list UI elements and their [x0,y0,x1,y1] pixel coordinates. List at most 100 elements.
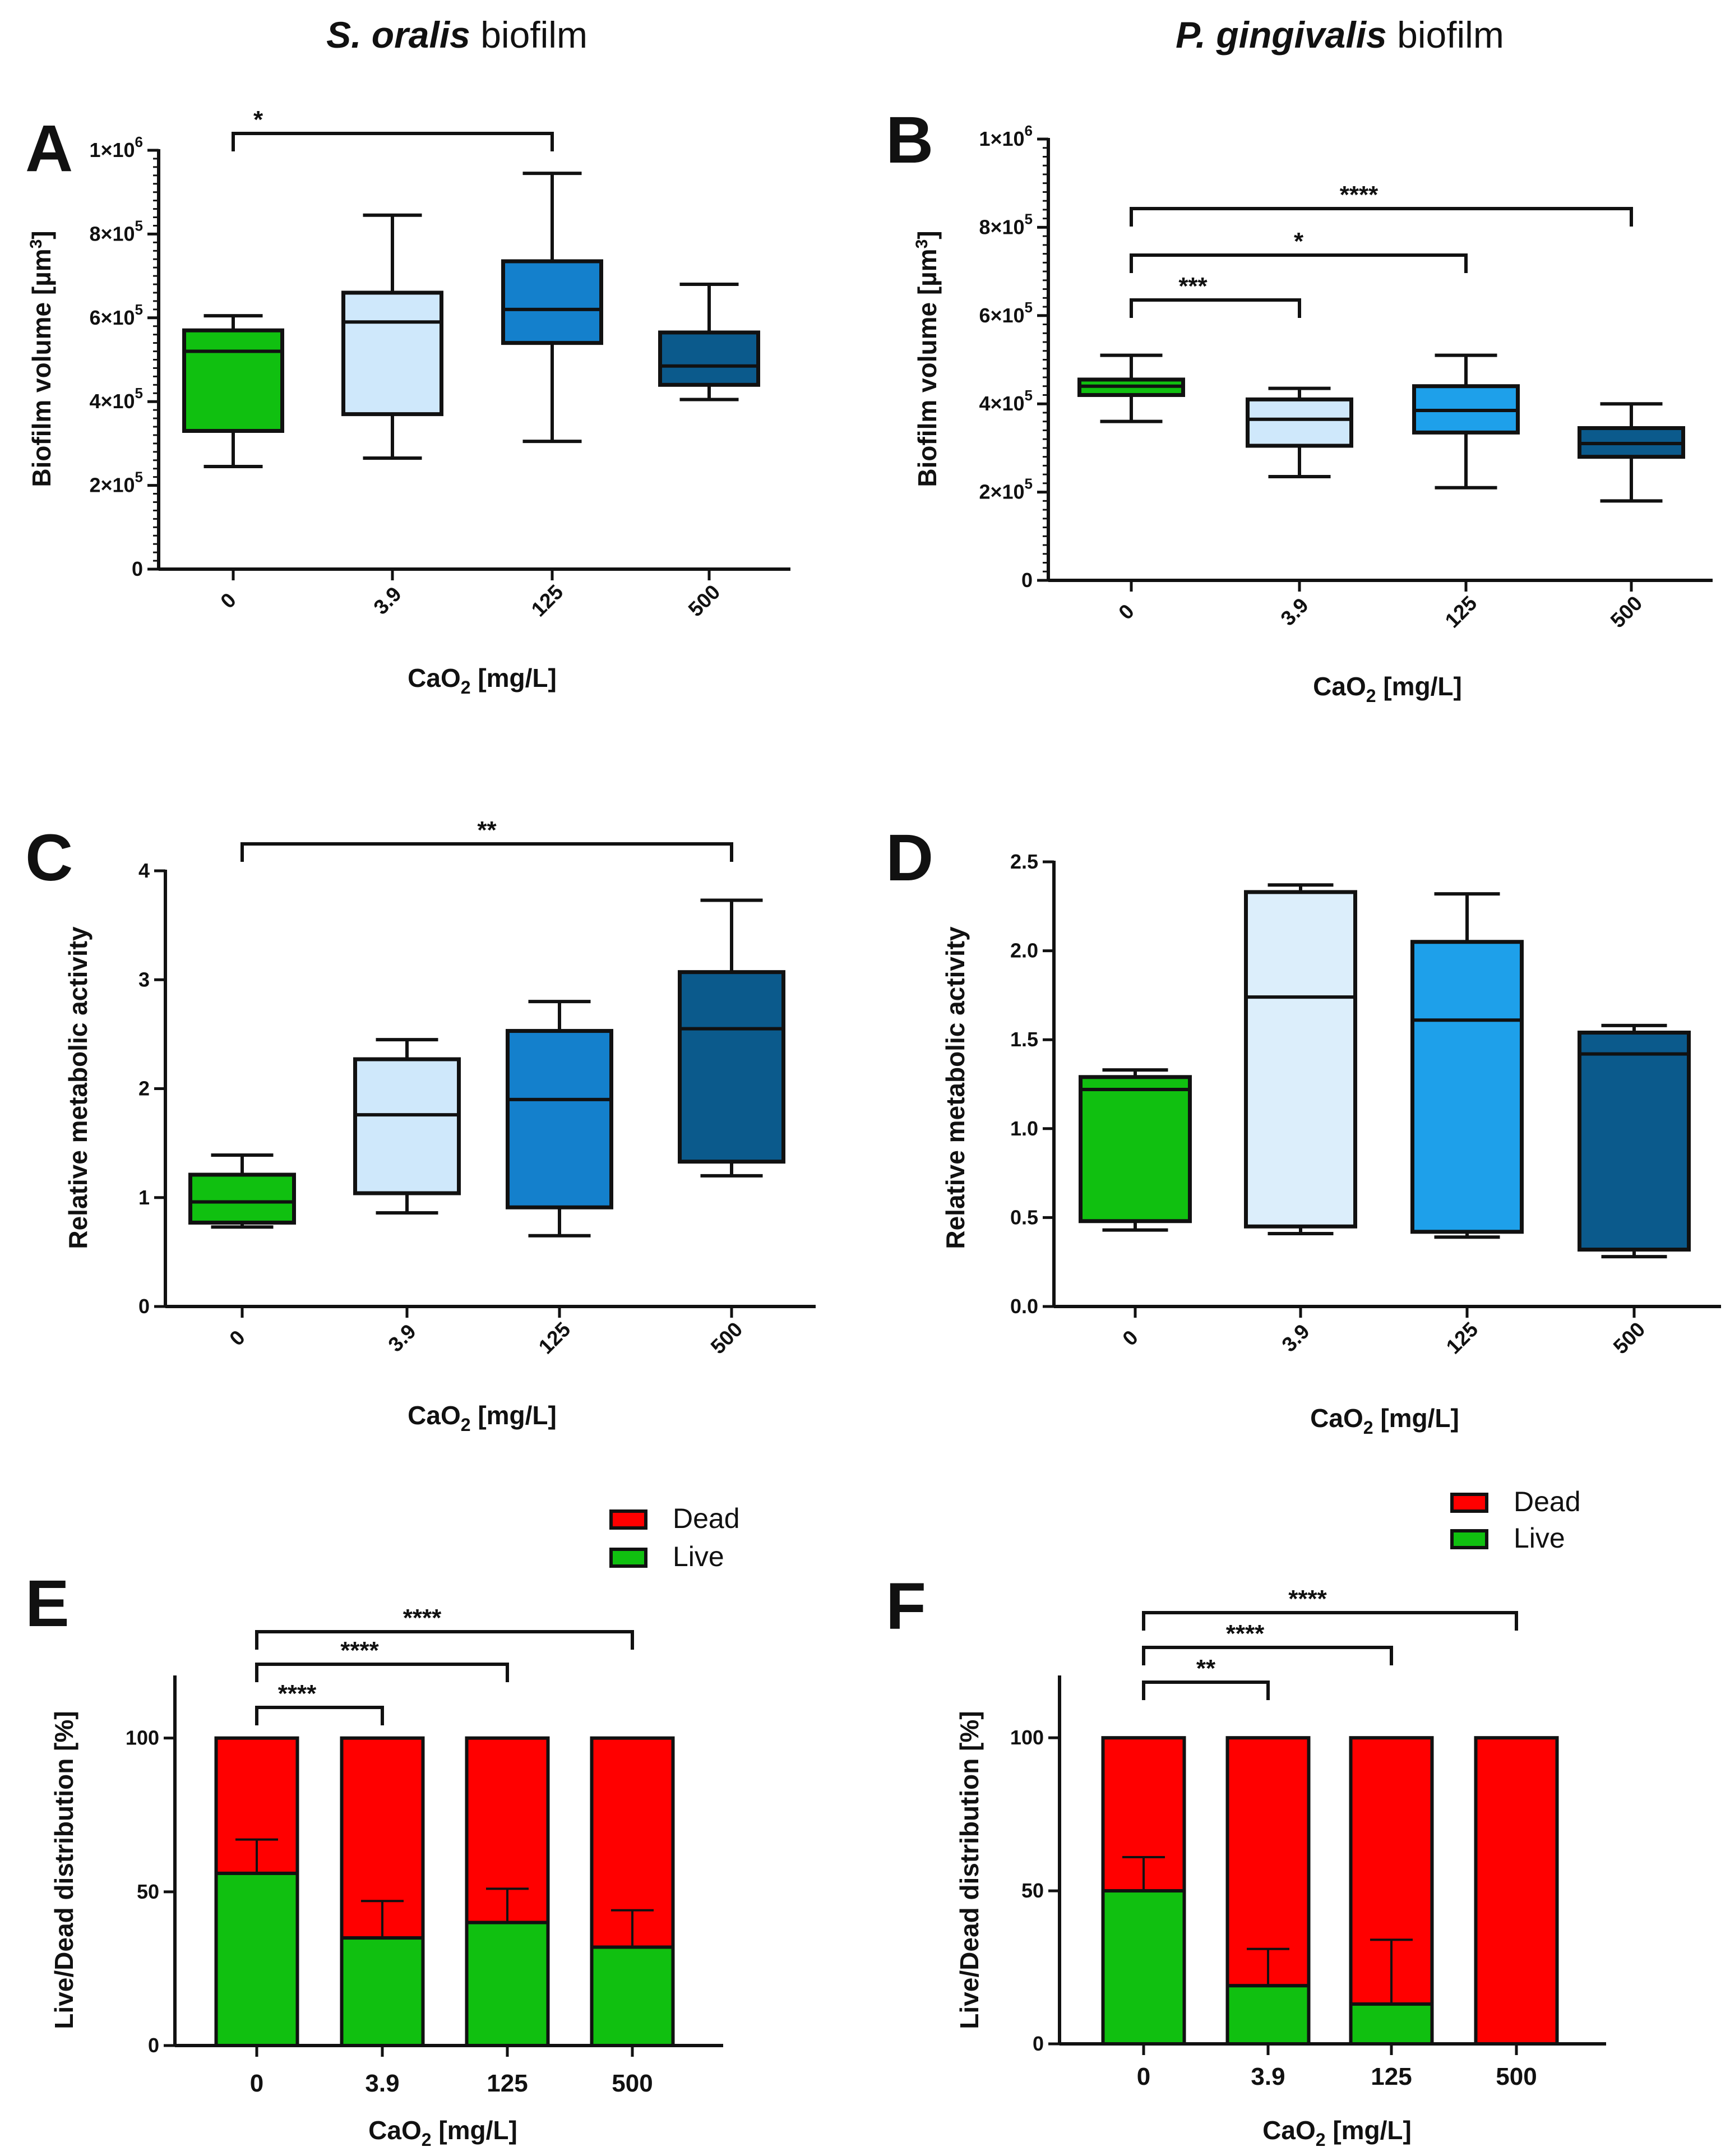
bar-segment-live [1101,1889,1186,2046]
y-tick-mantissa: 8×10 [89,222,135,245]
x-axis-label-main: CaO [1313,672,1366,701]
y-tick-mantissa: 1×10 [89,138,135,161]
y-tick-label: 6×105 [979,299,1033,327]
x-axis-label-subscript: 2 [1316,2130,1326,2150]
bar-segment-dead [1225,1736,1311,1988]
x-tick-label: 3.9 [1276,593,1312,630]
y-tick-mantissa: 1.5 [1010,1028,1038,1051]
box-iqr [1246,397,1353,448]
significance-bracket [1142,1611,1518,1631]
box-125 [1412,353,1520,490]
panel-letter: F [886,1569,926,1643]
box-500 [1578,1023,1691,1259]
panel-letter: A [25,112,73,186]
box-125 [506,1000,613,1238]
x-axis-label-unit: [mg/L] [1373,1404,1459,1433]
stacked-bar-125 [1349,1736,1434,2046]
y-tick-mantissa: 50 [137,1880,159,1903]
stacked-bar-3.9 [340,1736,425,2047]
box-iqr [353,1057,461,1195]
box-iqr [658,330,760,387]
x-axis-label-main: CaO [368,2116,422,2145]
y-tick-mantissa: 0 [1021,569,1033,592]
panel-letter: D [886,821,933,895]
y-tick-mantissa: 2 [138,1077,150,1100]
y-tick-label: 0.5 [1010,1206,1038,1229]
y-tick-label: 8×105 [979,210,1033,238]
significance-label: **** [340,1637,379,1664]
x-axis-label-subscript: 2 [1366,686,1376,706]
y-tick-label: 0 [1021,569,1033,592]
x-tick-label: 3.9 [365,2070,399,2097]
panel-f-live-dead-p-gingivalis: 0 50 100 0 3.9 125 500 CaO2 [mg/L] Live/Dead dis… [886,1486,1606,2150]
significance-bracket [1130,207,1633,227]
significance-label: * [1294,228,1304,255]
right-column-title: P. gingivalis biofilm [1176,14,1504,56]
y-tick-mantissa: 4×10 [979,392,1024,415]
y-tick-mantissa: 1.0 [1010,1117,1038,1140]
y-axis-label: Live/Dead distribution [%] [49,1711,78,2029]
y-tick-label: 0 [148,2034,159,2057]
y-tick-label: 2 [138,1077,150,1100]
y-tick-label: 50 [1021,1879,1044,1902]
panel-letter: E [25,1567,70,1641]
box-125 [501,172,603,444]
y-tick-label: 3 [138,968,150,991]
significance-bracket [240,842,733,862]
x-axis-label-main: CaO [408,663,461,692]
stacked-bar-0 [214,1736,299,2048]
y-tick-label: 0 [138,1295,150,1318]
x-tick-label: 0 [250,2070,263,2097]
y-tick-label: 1.0 [1010,1117,1038,1140]
box-125 [1410,892,1524,1239]
x-axis-label-subscript: 2 [461,1415,471,1435]
box-iqr [1244,890,1357,1229]
x-axis-label-subscript: 2 [422,2130,432,2150]
x-tick-label: 0 [216,588,240,613]
significance-label: **** [1226,1620,1265,1647]
y-axis-label: Relative metabolic activity [63,926,92,1249]
y-tick-label: 2.5 [1010,850,1038,873]
x-axis-label-main: CaO [408,1401,461,1430]
legend-swatch-dead [609,1509,647,1530]
box-500 [678,898,785,1178]
y-axis-label-superscript: 3 [27,239,45,249]
box-500 [658,283,760,401]
bar-segment-dead [1474,1736,1559,2046]
x-axis-label: CaO2 [mg/L] [1262,2116,1412,2150]
box-iqr [182,328,284,433]
significance-bracket [1142,1646,1393,1665]
significance-bracket [1130,298,1301,318]
x-tick-label: 3.9 [383,1319,420,1356]
x-axis-label-unit: [mg/L] [471,663,557,692]
y-tick-mantissa: 100 [1010,1726,1044,1749]
y-tick-mantissa: 0 [138,1295,150,1318]
x-axis-label-unit: [mg/L] [1326,2116,1412,2145]
legend-label-live: Live [673,1541,724,1572]
bar-segment-live [214,1871,299,2048]
y-tick-exponent: 5 [135,385,143,401]
significance-bracket [1130,253,1468,273]
y-tick-label: 1×106 [89,133,143,161]
y-axis-label-main: Live/Dead distribution [%] [955,1711,984,2029]
y-tick-mantissa: 3 [138,968,150,991]
significance-label: ** [1196,1655,1216,1682]
left-column-title: S. oralis biofilm [326,14,588,56]
legend-swatch-live [1450,1529,1488,1549]
x-tick-label: 0 [1114,599,1139,624]
y-tick-mantissa: 1 [138,1186,150,1209]
x-axis-label-subscript: 2 [461,677,471,698]
box-iqr [341,290,443,417]
legend-swatch-live [609,1548,647,1568]
x-tick-label: 125 [1442,1318,1483,1359]
panel-letter: C [25,821,73,895]
x-tick-label: 3.9 [1251,2063,1285,2090]
x-axis-label-main: CaO [1262,2116,1316,2145]
bar-segment-live [1225,1984,1311,2046]
x-tick-label: 125 [487,2070,528,2097]
y-tick-label: 4 [138,859,150,882]
y-tick-mantissa: 6×10 [979,304,1024,327]
y-axis-label: Relative metabolic activity [941,926,970,1249]
